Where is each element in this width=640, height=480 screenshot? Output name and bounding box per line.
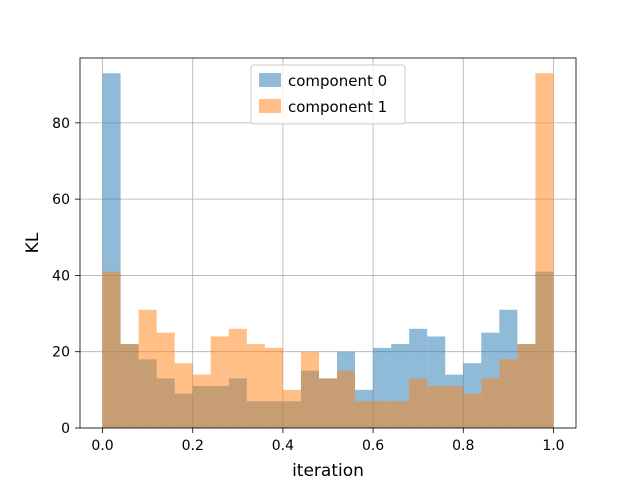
bar-series-1-bin-2 bbox=[138, 309, 157, 428]
bar-series-1-bin-20 bbox=[463, 393, 482, 428]
bar-series-1-bin-23 bbox=[517, 344, 536, 428]
bar-series-1-bin-5 bbox=[192, 374, 211, 428]
bar-series-1-bin-6 bbox=[210, 336, 229, 428]
legend: component 0 component 1 bbox=[250, 64, 406, 125]
bar-series-1-bin-18 bbox=[427, 386, 446, 428]
x-tick-label: 1.0 bbox=[542, 438, 564, 454]
ticks-layer: 0.0 0.2 0.4 0.6 0.8 1.0 0 20 40 60 80 bbox=[52, 116, 564, 454]
y-tick-label: 20 bbox=[52, 345, 70, 361]
bar-series-1-bin-13 bbox=[337, 370, 356, 428]
bar-series-1-bin-7 bbox=[228, 328, 247, 428]
x-axis-label: iteration bbox=[292, 461, 364, 480]
plot-frame bbox=[79, 57, 577, 429]
bar-series-1-bin-8 bbox=[246, 344, 265, 428]
x-tick-label: 0.6 bbox=[362, 438, 384, 454]
legend-label-component-1: component 1 bbox=[288, 98, 387, 116]
bar-series-1-bin-22 bbox=[499, 359, 518, 428]
y-tick-label: 80 bbox=[52, 116, 70, 132]
bar-series-1-bin-15 bbox=[373, 401, 392, 428]
legend-box bbox=[250, 64, 406, 125]
bar-series-1-bin-10 bbox=[282, 389, 301, 428]
bars-layer bbox=[102, 73, 554, 429]
bar-series-1-bin-24 bbox=[535, 73, 554, 429]
bar-series-1-bin-4 bbox=[174, 363, 193, 428]
y-axis-label: KL bbox=[23, 232, 43, 253]
x-tick-label: 0.4 bbox=[272, 438, 294, 454]
bar-series-1-bin-12 bbox=[318, 378, 338, 428]
bar-series-1-bin-0 bbox=[102, 271, 121, 428]
legend-swatch-component-1 bbox=[259, 99, 281, 113]
y-tick-label: 0 bbox=[61, 421, 70, 437]
x-tick-label: 0.2 bbox=[182, 438, 204, 454]
y-tick-label: 40 bbox=[52, 268, 70, 284]
y-tick-label: 60 bbox=[52, 192, 70, 208]
x-tick-label: 0.8 bbox=[452, 438, 474, 454]
bar-series-1-bin-9 bbox=[264, 347, 283, 428]
legend-label-component-0: component 0 bbox=[288, 72, 387, 90]
bar-series-1-bin-19 bbox=[445, 386, 464, 428]
bar-series-1-bin-21 bbox=[481, 378, 500, 428]
bar-series-1-bin-3 bbox=[156, 332, 175, 428]
bar-series-1-bin-14 bbox=[355, 401, 374, 428]
bar-series-1-bin-16 bbox=[391, 401, 410, 428]
bar-series-1-bin-17 bbox=[409, 378, 428, 428]
legend-swatch-component-0 bbox=[259, 73, 281, 87]
x-tick-label: 0.0 bbox=[91, 438, 113, 454]
bar-series-1-bin-11 bbox=[300, 351, 319, 428]
bar-series-1-bin-1 bbox=[120, 344, 139, 428]
